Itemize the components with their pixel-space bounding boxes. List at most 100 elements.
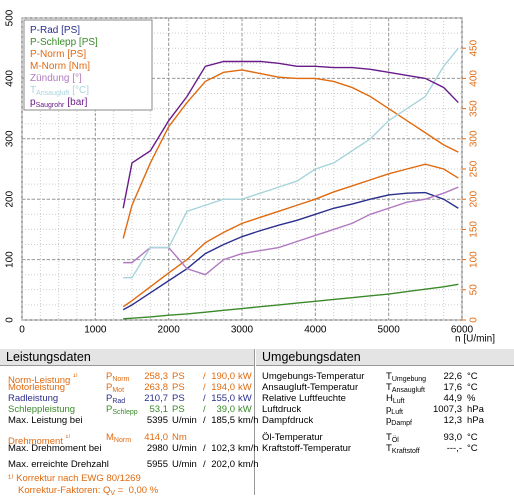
symbol-sub: Umgebung bbox=[391, 376, 427, 383]
symbol-sub: Norm bbox=[113, 437, 132, 444]
symbol-sub: Rad bbox=[112, 398, 126, 405]
value: 185,5 bbox=[211, 415, 235, 426]
unit: PS bbox=[172, 404, 185, 415]
value: 5955 bbox=[146, 459, 168, 470]
unit: % bbox=[467, 393, 476, 404]
row-symbol: pDampf bbox=[386, 415, 412, 429]
symbol: p bbox=[386, 404, 392, 415]
y-tick-label: 100 bbox=[5, 251, 16, 268]
unit: °C bbox=[467, 382, 478, 393]
legend-name: P-Rad [PS] bbox=[30, 25, 80, 36]
value: 414,0 bbox=[144, 432, 168, 443]
divider bbox=[254, 349, 255, 495]
x-tick-label: 1000 bbox=[84, 325, 107, 336]
x-tick-label: 0 bbox=[19, 325, 25, 336]
y-tick-label: 500 bbox=[5, 9, 16, 26]
value: 5395 bbox=[146, 415, 168, 426]
row-label: Norm-Leistung ¹⁾ bbox=[8, 371, 78, 386]
tables: Leistungsdaten Umgebungsdaten Norm-Leistun… bbox=[0, 345, 514, 499]
unit: kW bbox=[238, 404, 252, 415]
label: Norm-Leistung bbox=[8, 375, 71, 387]
label: Schleppleistung bbox=[8, 404, 76, 415]
sep: / bbox=[203, 371, 206, 382]
legend-name: P-Norm [PS] bbox=[30, 49, 86, 60]
value: 44,9 bbox=[443, 393, 463, 404]
symbol: p bbox=[386, 415, 392, 426]
row-symbol: pLuft bbox=[386, 404, 403, 418]
series-line bbox=[123, 186, 459, 276]
value: 102,3 bbox=[211, 443, 235, 454]
series-line bbox=[122, 69, 459, 239]
factors-sub: V bbox=[110, 490, 116, 497]
y-tick-label: 300 bbox=[5, 130, 16, 147]
x-tick-label: 2000 bbox=[158, 325, 181, 336]
value: 263,8 bbox=[144, 382, 168, 393]
unit: km/h bbox=[238, 459, 259, 470]
symbol-sub: Öl bbox=[391, 437, 399, 444]
row-label: Drehmoment ¹⁾ bbox=[8, 432, 70, 447]
symbol: P bbox=[106, 393, 113, 404]
value: 93,0 bbox=[443, 432, 463, 443]
y2-tick-label: 0 bbox=[469, 317, 480, 323]
y-tick-label: 200 bbox=[5, 190, 16, 207]
y-tick-label: 0 bbox=[5, 317, 16, 323]
row-label: Schleppleistung bbox=[8, 404, 75, 415]
label: Drehmoment bbox=[8, 436, 63, 448]
legend-entry: TAnsaugluft [°C] bbox=[30, 85, 89, 97]
symbol: H bbox=[386, 393, 393, 404]
symbol-sub: Schlepp bbox=[112, 409, 138, 416]
row-symbol: PNorm bbox=[106, 371, 129, 385]
y2-tick-label: 250 bbox=[469, 160, 480, 177]
row-label: Max. erreichte Drehzahl bbox=[8, 459, 109, 470]
row-label: Max. Leistung bei bbox=[8, 415, 82, 426]
symbol-sub: Ansaugluft bbox=[391, 387, 425, 394]
symbol-sub: Luft bbox=[392, 398, 405, 405]
value: 22,6 bbox=[443, 371, 463, 382]
symbol: P bbox=[106, 371, 113, 382]
symbol-sub: Mot bbox=[112, 387, 125, 394]
row-label: Kraftstoff-Temperatur bbox=[262, 443, 352, 454]
legend-entry: P-Rad [PS] bbox=[30, 25, 80, 36]
note: ¹⁾ bbox=[72, 372, 78, 381]
series-line bbox=[123, 47, 459, 279]
y2-tick-label: 50 bbox=[469, 284, 480, 296]
y2-tick-label: 300 bbox=[469, 130, 480, 147]
factors-value: 0,00 % bbox=[128, 485, 159, 496]
symbol-sub: Kraftstoff bbox=[391, 448, 420, 455]
legend: P-Rad [PS]P-Schlepp [PS]P-Norm [PS]M-Nor… bbox=[23, 19, 153, 111]
symbol: M bbox=[106, 432, 114, 443]
row-symbol: TAnsaugluft bbox=[386, 382, 425, 396]
unit: hPa bbox=[467, 404, 484, 415]
legend-name: Zündung [°] bbox=[30, 73, 82, 84]
value: 194,0 bbox=[211, 382, 235, 393]
factors-sym: Q bbox=[103, 485, 111, 496]
y2-tick-label: 450 bbox=[469, 39, 480, 56]
row-label: Max. Drehmoment bei bbox=[8, 443, 101, 454]
x-axis-label: n [U/min] bbox=[455, 334, 495, 345]
unit: km/h bbox=[238, 415, 259, 426]
row-label: Dampfdruck bbox=[262, 415, 314, 426]
legend-sub: Ansaugluft bbox=[36, 90, 69, 97]
unit: Nm bbox=[172, 432, 187, 443]
factors-eq: = bbox=[117, 485, 124, 496]
unit: PS bbox=[172, 371, 185, 382]
unit: PS bbox=[172, 382, 185, 393]
unit: °C bbox=[467, 443, 478, 454]
sep: / bbox=[203, 443, 206, 454]
legend-name: M-Norm [Nm] bbox=[30, 61, 90, 72]
value: 202,0 bbox=[211, 459, 235, 470]
symbol: T bbox=[386, 371, 392, 382]
unit: U/min bbox=[172, 459, 197, 470]
value: 190,0 bbox=[211, 371, 235, 382]
table-header: Umgebungsdaten bbox=[256, 349, 514, 366]
sep: / bbox=[203, 415, 206, 426]
sep: / bbox=[203, 393, 206, 404]
symbol-sub: Norm bbox=[112, 376, 130, 383]
label: Max. erreichte Drehzahl bbox=[8, 459, 109, 470]
unit: hPa bbox=[467, 415, 484, 426]
x-tick-label: 3000 bbox=[231, 325, 254, 336]
y2-tick-label: 100 bbox=[469, 251, 480, 268]
y2-tick-label: 150 bbox=[469, 221, 480, 238]
chart: n [U/min] 0 1000 2000 3000 4000 5000 600001002… bbox=[5, 9, 496, 345]
row-symbol: PSchlepp bbox=[106, 404, 138, 418]
